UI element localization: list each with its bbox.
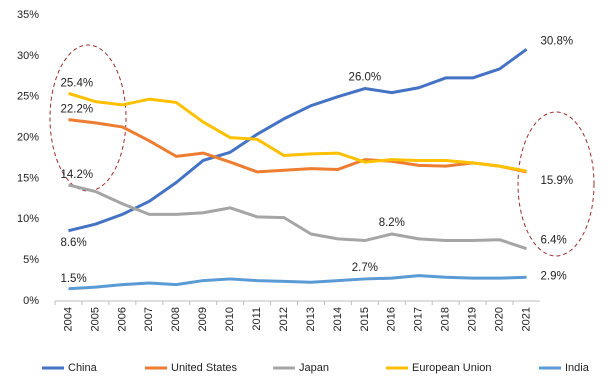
y-tick-label: 15% bbox=[17, 172, 39, 184]
data-label: 8.2% bbox=[379, 217, 405, 229]
x-tick-label: 2014 bbox=[332, 307, 344, 331]
data-label: 22.2% bbox=[60, 104, 93, 116]
x-tick-label: 2021 bbox=[520, 307, 532, 331]
y-tick-label: 20% bbox=[17, 131, 39, 143]
legend-label: China bbox=[68, 362, 98, 374]
x-tick-label: 2015 bbox=[359, 307, 371, 331]
data-label: 30.8% bbox=[541, 35, 574, 47]
y-tick-label: 35% bbox=[17, 9, 39, 21]
data-label: 8.6% bbox=[60, 237, 86, 249]
x-tick-label: 2006 bbox=[116, 307, 128, 331]
y-tick-label: 25% bbox=[17, 91, 39, 103]
series-line bbox=[68, 183, 528, 251]
x-tick-label: 2011 bbox=[251, 307, 263, 331]
data-label: 6.4% bbox=[541, 235, 567, 247]
y-tick-label: 30% bbox=[17, 50, 39, 62]
x-tick-label: 2005 bbox=[89, 307, 101, 331]
legend-label: India bbox=[565, 362, 590, 374]
x-tick-label: 2012 bbox=[278, 307, 290, 331]
y-tick-label: 5% bbox=[23, 254, 39, 266]
x-tick-label: 2009 bbox=[197, 307, 209, 331]
data-label: 25.4% bbox=[60, 77, 93, 89]
legend-label: Japan bbox=[299, 362, 329, 374]
data-label: 2.7% bbox=[352, 262, 378, 274]
highlight-ellipse bbox=[49, 44, 127, 192]
data-label: 1.5% bbox=[60, 273, 86, 285]
legend-label: European Union bbox=[412, 362, 492, 374]
x-tick-label: 2019 bbox=[467, 307, 479, 331]
series-line bbox=[68, 48, 528, 233]
x-tick-label: 2008 bbox=[170, 307, 182, 331]
x-tick-label: 2020 bbox=[493, 307, 505, 331]
x-tick-label: 2016 bbox=[386, 307, 398, 331]
series-line bbox=[68, 118, 527, 174]
data-label: 26.0% bbox=[349, 72, 382, 84]
highlight-ellipse bbox=[517, 111, 595, 257]
x-tick-label: 2017 bbox=[413, 307, 425, 331]
data-label: 15.9% bbox=[541, 175, 574, 187]
x-tick-label: 2010 bbox=[224, 307, 236, 331]
data-label: 2.9% bbox=[541, 270, 567, 282]
x-tick-label: 2007 bbox=[143, 307, 155, 331]
x-tick-label: 2004 bbox=[62, 307, 74, 331]
x-tick-label: 2013 bbox=[305, 307, 317, 331]
series-line bbox=[68, 274, 527, 291]
series-line bbox=[68, 92, 527, 173]
x-tick-label: 2018 bbox=[440, 307, 452, 331]
data-label: 14.2% bbox=[60, 169, 93, 181]
y-tick-label: 0% bbox=[23, 295, 39, 307]
legend-label: United States bbox=[171, 362, 238, 374]
y-tick-label: 10% bbox=[17, 213, 39, 225]
